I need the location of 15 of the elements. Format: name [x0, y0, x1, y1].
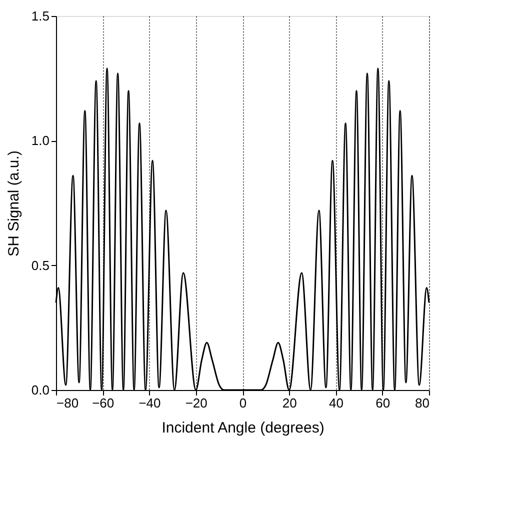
x-tick-label: 60 — [376, 396, 390, 410]
x-axis-title: Incident Angle (degrees) — [162, 420, 324, 436]
y-tick-label: 1.5 — [31, 8, 50, 24]
x-tick-label: −60 — [92, 396, 114, 410]
x-tick-label: −20 — [185, 396, 208, 410]
x-tick-label: 20 — [282, 396, 297, 410]
x-tick-label: −80 — [56, 396, 79, 410]
x-tick-label: 40 — [329, 396, 344, 410]
y-tick-label: 0.5 — [31, 258, 50, 273]
y-tick-label: 1.0 — [31, 133, 50, 148]
x-tick-label: 80 — [415, 396, 430, 410]
y-axis-title: SH Signal (a.u.) — [5, 150, 22, 256]
x-tick-label: 0 — [239, 396, 247, 410]
x-tick-label: −40 — [138, 396, 161, 410]
y-tick-label: 0.0 — [31, 382, 50, 398]
